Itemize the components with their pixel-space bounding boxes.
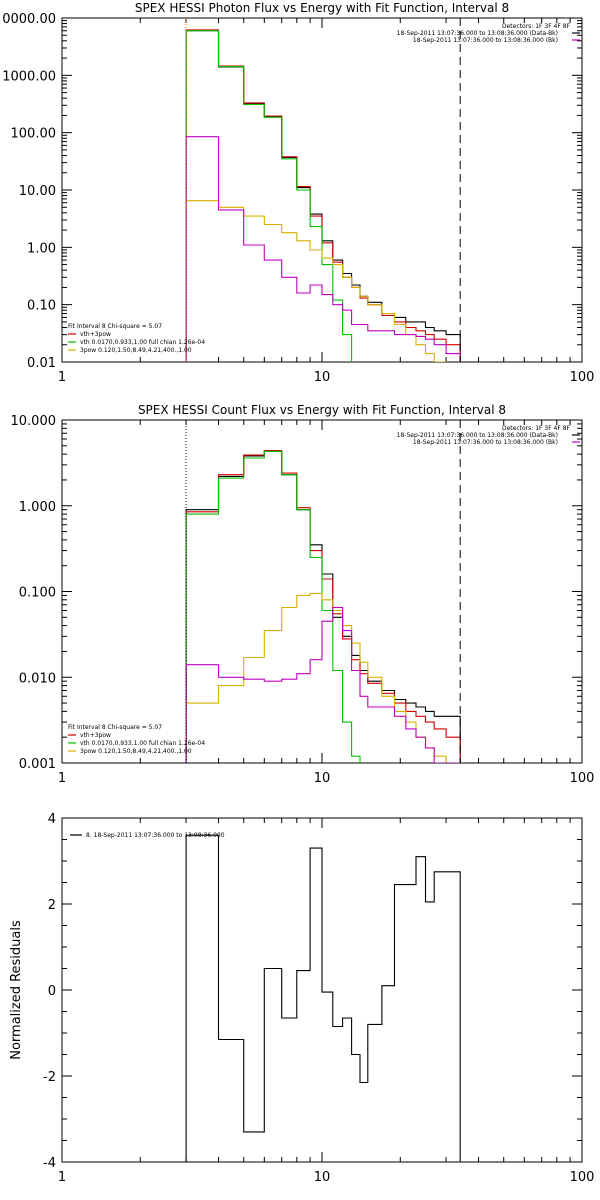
x-tick-label: 1 bbox=[58, 1170, 66, 1185]
series-5-histogram bbox=[185, 606, 461, 763]
plot-frame bbox=[61, 17, 583, 363]
x-tick-label: 100 bbox=[570, 370, 595, 385]
header-text-1: Detectors: 1F 3F 4F 8F bbox=[502, 425, 571, 432]
legend-label-2: vth 0.0170,0.933,1.00 full chian 1.26e-0… bbox=[80, 339, 205, 346]
y-tick-label: 0.10 bbox=[27, 299, 56, 314]
panel-3: 1 10 100 -4 -2 0 2 4 Normalized Residuals 8. 18-S… bbox=[9, 812, 594, 1185]
legend-label-1: 8. 18-Sep-2011 13:07:36.000 to 13:08:36.… bbox=[86, 832, 225, 839]
chart-title: SPEX HESSI Count Flux vs Energy with Fit… bbox=[138, 403, 506, 417]
plot-area bbox=[185, 450, 461, 763]
x-tick-label: 10 bbox=[314, 771, 331, 786]
legend-label-1: vth+3pow bbox=[80, 331, 111, 338]
y-tick-label: 10.000 bbox=[11, 414, 57, 429]
header-text-3: 18-Sep-2011 13:07:36.000 to 13:08:36.000… bbox=[413, 439, 558, 446]
y-tick-label: 0.01 bbox=[27, 356, 56, 371]
series-1-histogram bbox=[185, 834, 461, 1162]
panel-2: SPEX HESSI Count Flux vs Energy with Fit… bbox=[11, 403, 595, 786]
panel-1: SPEX HESSI Photon Flux vs Energy with Fi… bbox=[2, 1, 595, 385]
series-2-histogram bbox=[185, 450, 461, 763]
y-tick-label: 0000.00 bbox=[2, 12, 56, 27]
series-1-histogram bbox=[185, 450, 461, 763]
y-tick-label: 0.100 bbox=[19, 586, 56, 601]
legend-header: Fit Interval 8 Chi-square = 5.07 bbox=[68, 323, 162, 330]
y-tick-label: 10.00 bbox=[19, 184, 56, 199]
legend-label-3: 3pow 0.120,1.50,8.49,4.21,400.,1.00 bbox=[80, 748, 192, 755]
y-tick-label: -2 bbox=[43, 1070, 56, 1085]
y-tick-label: 1.00 bbox=[27, 241, 56, 256]
plot-area bbox=[185, 29, 461, 362]
y-tick-label: 0.010 bbox=[19, 671, 56, 686]
x-tick-label: 10 bbox=[314, 1170, 331, 1185]
plot-area bbox=[185, 834, 461, 1162]
series-1-histogram bbox=[185, 30, 461, 362]
y-tick-label: 2 bbox=[48, 898, 56, 913]
x-tick-label: 10 bbox=[314, 370, 331, 385]
y-tick-label: 1.000 bbox=[19, 500, 56, 515]
y-tick-label: 0.001 bbox=[19, 757, 56, 772]
header-text-2: 18-Sep-2011 13:07:36.000 to 13:08:36.000… bbox=[397, 432, 558, 439]
series-4-histogram bbox=[185, 200, 447, 362]
series-5-histogram bbox=[185, 136, 461, 362]
series-2-histogram bbox=[185, 29, 461, 362]
y-tick-label: 1000.00 bbox=[2, 69, 56, 84]
x-tick-label: 100 bbox=[570, 1170, 595, 1185]
y-tick-label: 0 bbox=[48, 984, 56, 999]
x-tick-label: 1 bbox=[58, 370, 66, 385]
x-tick-label: 100 bbox=[570, 771, 595, 786]
y-tick-label: 4 bbox=[48, 812, 56, 827]
y-axis-label: Normalized Residuals bbox=[9, 920, 24, 1060]
series-4-histogram bbox=[185, 592, 461, 763]
legend-label-2: vth 0.0170,0.933,1.00 full chian 1.26e-0… bbox=[80, 740, 205, 747]
header-text-3: 18-Sep-2011 13:07:36.000 to 13:08:36.000… bbox=[413, 37, 558, 44]
series-3-histogram bbox=[185, 30, 353, 362]
y-tick-label: -4 bbox=[43, 1156, 56, 1171]
legend-label-1: vth+3pow bbox=[80, 732, 111, 739]
series-3-histogram bbox=[185, 450, 361, 763]
header-text-2: 18-Sep-2011 13:07:36.000 to 13:08:36.000… bbox=[397, 30, 558, 37]
legend-label-3: 3pow 0.120,1.50,8.49,4.21,400.,1.00 bbox=[80, 347, 192, 354]
x-tick-label: 1 bbox=[58, 771, 66, 786]
header-text-1: Detectors: 1F 3F 4F 8F bbox=[502, 23, 571, 30]
y-tick-label: 100.00 bbox=[11, 127, 57, 142]
legend-header: Fit Interval 8 Chi-square = 5.07 bbox=[68, 724, 162, 731]
chart-title: SPEX HESSI Photon Flux vs Energy with Fi… bbox=[135, 1, 509, 15]
